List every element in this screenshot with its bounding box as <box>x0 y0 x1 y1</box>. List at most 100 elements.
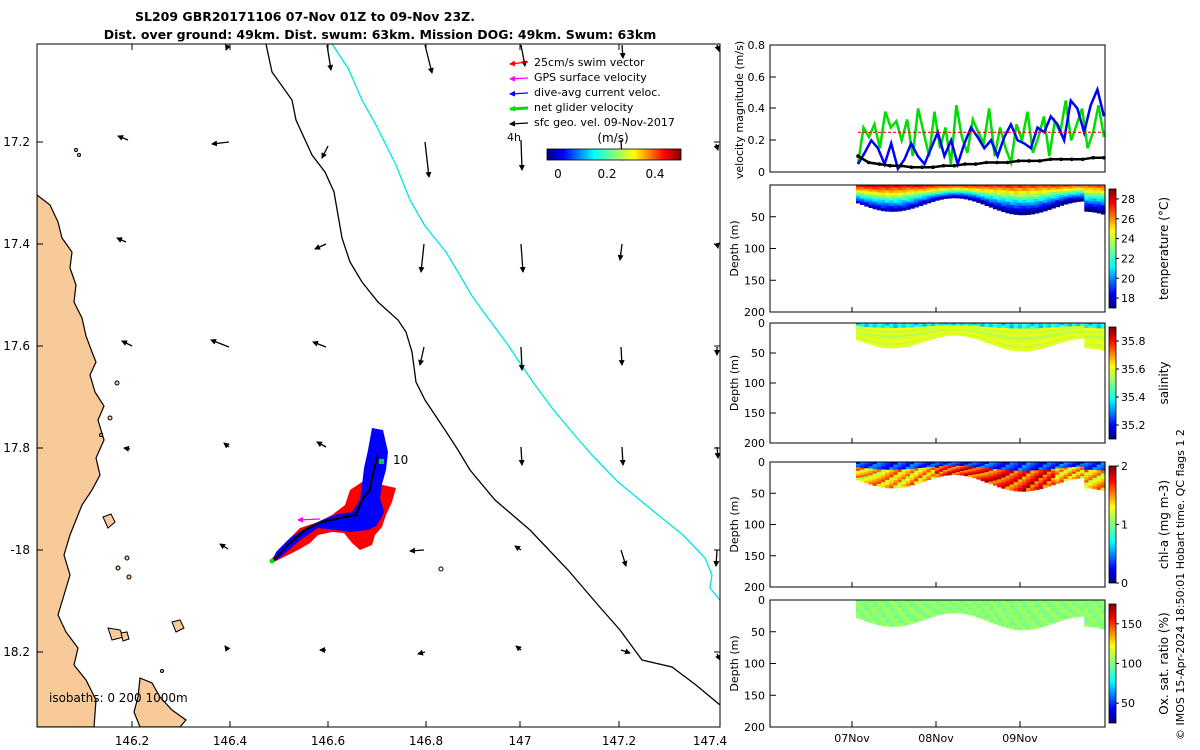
profile-cell <box>1100 342 1106 346</box>
profile-cell <box>1017 608 1023 613</box>
profile-cell <box>856 470 861 474</box>
profile-cell <box>934 186 940 189</box>
profile-cell <box>1005 185 1011 189</box>
island <box>171 619 185 633</box>
profile-cell <box>872 187 878 191</box>
profile-cell <box>947 603 953 606</box>
profile-cell <box>880 195 886 199</box>
profile-cell <box>1100 190 1106 195</box>
profile-cell <box>1042 605 1048 609</box>
profile-cell <box>1034 346 1040 350</box>
profile-cell <box>1084 203 1090 207</box>
profile-cell <box>926 200 932 204</box>
profile-cell <box>963 467 969 470</box>
profile-cell <box>972 197 977 200</box>
profile-cell <box>872 604 878 608</box>
profile-cell <box>988 468 994 472</box>
profile-cell <box>1096 201 1102 206</box>
profile-cell <box>1092 345 1098 349</box>
profile-cell <box>1034 328 1040 332</box>
profile-cell <box>1034 193 1040 197</box>
profile-cell <box>1042 197 1048 201</box>
profile-cell <box>885 610 890 614</box>
profile-cell <box>926 468 932 472</box>
profile-cell <box>972 604 977 607</box>
profile-cell <box>988 606 994 610</box>
profile-cell <box>988 335 994 339</box>
profile-cell <box>1071 337 1077 340</box>
profile-cell <box>876 617 882 621</box>
profile-cell <box>889 198 894 202</box>
profile-cell <box>868 196 874 199</box>
colorbar-tick: 22 <box>1121 252 1135 265</box>
profile-cell <box>897 337 903 341</box>
profile-cell <box>1042 192 1048 196</box>
profile-cell <box>1022 331 1027 335</box>
profile-cell <box>1084 330 1090 334</box>
profile-cell <box>1005 611 1011 615</box>
profile-cell <box>1076 613 1081 616</box>
profile-cell <box>984 618 990 621</box>
profile-cell <box>860 323 865 326</box>
profile-cell <box>997 474 1002 478</box>
profile-cell <box>980 335 986 338</box>
profile-cell <box>922 185 928 188</box>
profile-cell <box>947 191 953 194</box>
profile-cell <box>1046 621 1052 625</box>
profile-cell <box>1026 336 1031 341</box>
profile-cell <box>1059 324 1065 328</box>
profile-cell <box>1088 623 1094 627</box>
profile-cell <box>860 477 865 480</box>
profile-cell <box>872 325 878 328</box>
profile-cell <box>872 189 878 193</box>
profile-cell <box>1001 195 1007 199</box>
profile-cell <box>905 323 911 326</box>
profile-cell <box>1022 476 1027 480</box>
profile-cell <box>963 472 969 475</box>
profile-cell <box>868 600 874 603</box>
profile-cell <box>918 187 924 190</box>
profile-cell <box>1022 190 1027 195</box>
profile-cell <box>1055 474 1060 478</box>
profile-cell <box>1042 464 1048 468</box>
profile-cell <box>910 604 915 608</box>
profile-cell <box>1038 345 1044 349</box>
profile-cell <box>864 608 870 612</box>
profile-cell <box>993 478 998 482</box>
profile-cell <box>1080 466 1085 469</box>
profile-cell <box>889 472 894 476</box>
profile-cell <box>1017 348 1023 352</box>
profile-cell <box>1022 617 1027 622</box>
profile-cell <box>988 600 994 603</box>
profile-cell <box>926 605 932 608</box>
profile-cell <box>872 469 878 472</box>
profile-cell <box>918 466 924 469</box>
land-coastline <box>37 194 105 727</box>
profile-cell <box>868 602 874 605</box>
profile-cell <box>872 336 878 340</box>
profile-cell <box>1030 479 1036 483</box>
profile-cell <box>901 185 907 189</box>
profile-cell <box>876 330 882 333</box>
profile-cell <box>930 614 936 617</box>
profile-cell <box>926 323 932 326</box>
profile-cell <box>993 334 998 337</box>
profile-cell <box>885 335 890 339</box>
profile-cell <box>972 462 977 465</box>
profile-cell <box>1034 199 1040 203</box>
profile-cell <box>1022 328 1027 332</box>
profile-cell <box>1046 339 1052 342</box>
profile-cell <box>980 198 986 201</box>
profile-cell <box>1030 199 1036 203</box>
profile-cell <box>1046 466 1052 470</box>
profile-cell <box>918 602 924 605</box>
profile-cell <box>918 191 924 194</box>
profile-cell <box>1026 190 1031 195</box>
profile-cell <box>947 468 953 471</box>
profile-cell <box>864 466 870 469</box>
velocity-series-point <box>1048 157 1053 162</box>
profile-cell <box>939 471 944 474</box>
profile-cell <box>943 331 948 334</box>
profile-cell <box>914 185 919 188</box>
profile-cell <box>943 194 948 197</box>
